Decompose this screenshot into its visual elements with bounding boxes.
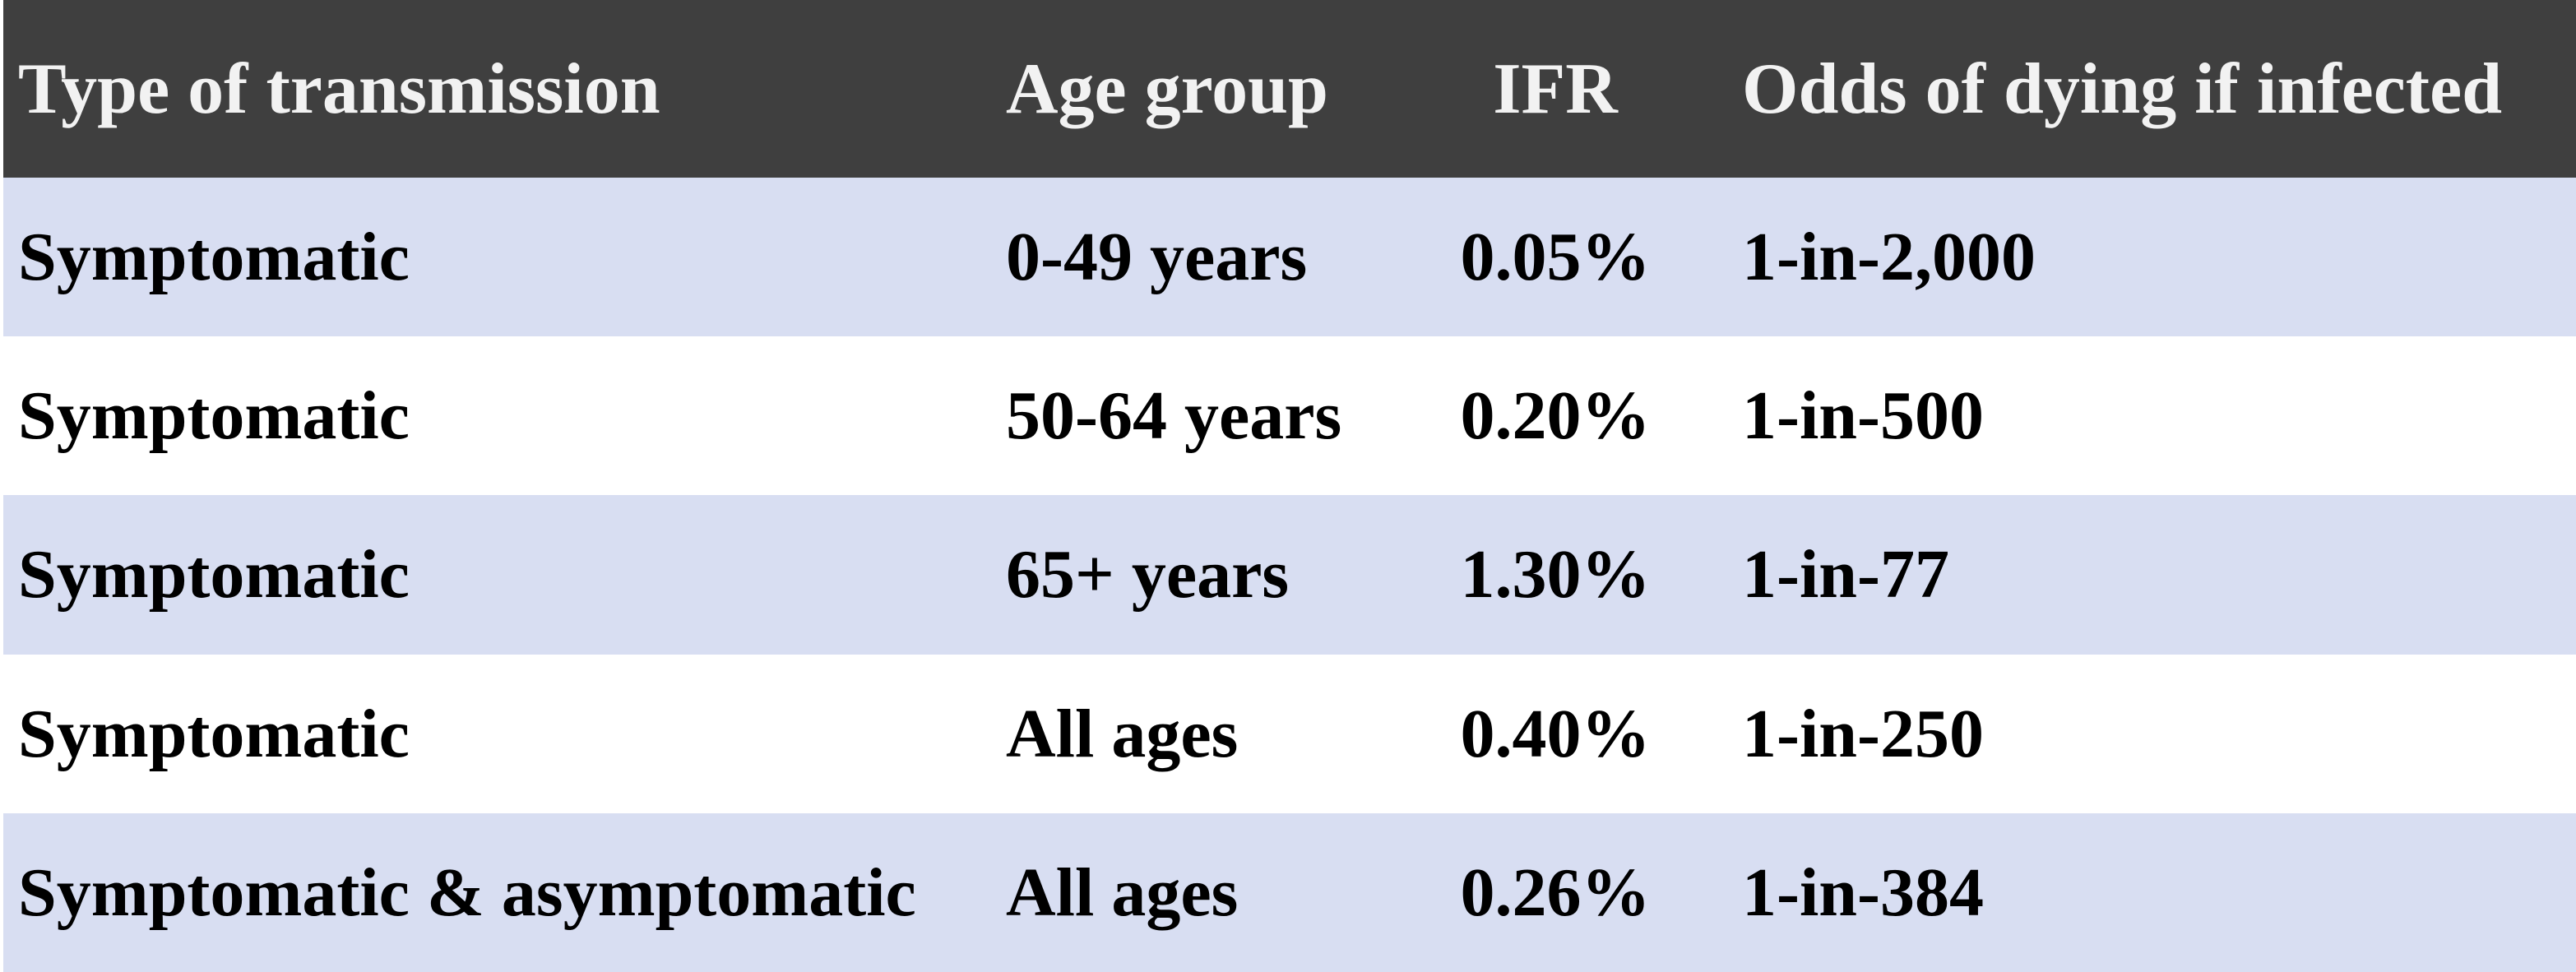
table-row: Symptomatic 50-64 years 0.20% 1-in-500 — [3, 336, 2576, 496]
table-row: Symptomatic 65+ years 1.30% 1-in-77 — [3, 495, 2576, 655]
header-cell-age-group: Age group — [1006, 49, 1328, 129]
cell-transmission: Symptomatic — [18, 377, 410, 455]
cell-transmission: Symptomatic — [18, 695, 410, 772]
cell-odds: 1-in-250 — [1742, 695, 1984, 772]
cell-odds: 1-in-384 — [1742, 854, 1984, 931]
cell-odds: 1-in-2,000 — [1742, 219, 2036, 296]
cell-ifr: 0.20% — [1460, 377, 1651, 455]
cell-transmission: Symptomatic — [18, 536, 410, 613]
cell-age-group: All ages — [1006, 695, 1239, 772]
header-cell-transmission: Type of transmission — [18, 49, 660, 129]
header-cell-ifr: IFR — [1493, 49, 1618, 129]
cell-ifr: 0.26% — [1460, 854, 1651, 931]
table-header-row: Type of transmission Age group IFR Odds … — [3, 0, 2576, 178]
cell-ifr: 0.05% — [1460, 219, 1651, 296]
cell-ifr: 0.40% — [1460, 695, 1651, 772]
table-row: Symptomatic & asymptomatic All ages 0.26… — [3, 812, 2576, 972]
cell-age-group: 50-64 years — [1006, 377, 1342, 455]
cell-transmission: Symptomatic & asymptomatic — [18, 854, 916, 931]
cell-age-group: All ages — [1006, 854, 1239, 931]
cell-transmission: Symptomatic — [18, 219, 410, 296]
table-row: Symptomatic All ages 0.40% 1-in-250 — [3, 654, 2576, 813]
cell-age-group: 65+ years — [1006, 536, 1290, 613]
cell-odds: 1-in-77 — [1742, 536, 1949, 613]
cell-age-group: 0-49 years — [1006, 219, 1308, 296]
table-row: Symptomatic 0-49 years 0.05% 1-in-2,000 — [3, 178, 2576, 337]
cell-odds: 1-in-500 — [1742, 377, 1984, 455]
header-cell-odds: Odds of dying if infected — [1742, 49, 2503, 129]
cell-ifr: 1.30% — [1460, 536, 1651, 613]
